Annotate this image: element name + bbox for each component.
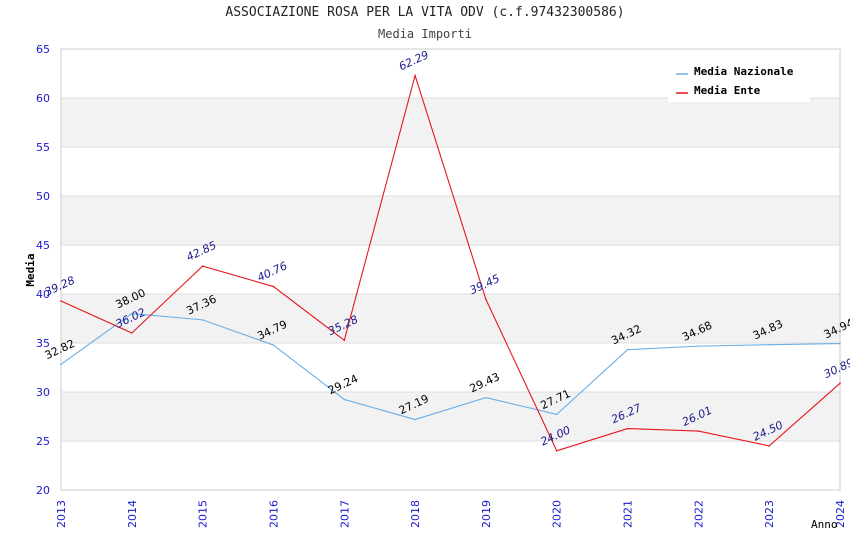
- y-tick-label: 50: [36, 190, 50, 203]
- data-point: [697, 345, 700, 347]
- data-point: [201, 319, 204, 321]
- data-point: [839, 342, 841, 345]
- data-point: [485, 298, 487, 301]
- grid-band: [61, 294, 840, 343]
- data-point: [626, 427, 629, 430]
- data-point: [839, 382, 841, 385]
- data-point: [60, 300, 62, 302]
- data-point: [485, 396, 487, 399]
- grid-band: [61, 392, 840, 441]
- series-line-media-ente: [60, 73, 841, 452]
- y-tick-label: 65: [36, 43, 50, 56]
- chart-title: ASSOCIAZIONE ROSA PER LA VITA ODV (c.f.9…: [225, 5, 625, 20]
- data-point: [60, 363, 62, 366]
- data-point: [343, 398, 346, 401]
- y-tick-label: 55: [36, 141, 50, 154]
- x-tick-label: 2018: [409, 500, 422, 528]
- data-point: [272, 344, 275, 346]
- data-point: [272, 285, 275, 288]
- x-tick-label: 2019: [480, 500, 493, 528]
- x-tick-label: 2013: [55, 500, 68, 528]
- data-point: [201, 265, 204, 267]
- data-label: 39.45: [468, 272, 502, 297]
- y-tick-label: 30: [36, 386, 50, 399]
- data-point: [697, 430, 700, 432]
- data-point: [414, 418, 416, 421]
- x-tick-label: 2024: [834, 500, 847, 528]
- chart-subtitle: Media Importi: [378, 27, 472, 41]
- data-label: 62.29: [397, 48, 431, 73]
- data-point: [626, 348, 629, 351]
- data-label: 30.89: [822, 356, 850, 381]
- y-tick-label: 35: [36, 337, 50, 350]
- data-point: [555, 413, 558, 416]
- data-label: 40.76: [255, 259, 289, 284]
- data-point: [768, 445, 770, 447]
- y-tick-label: 40: [36, 288, 50, 301]
- legend-label: Media Ente: [694, 84, 761, 97]
- legend-label: Media Nazionale: [694, 65, 794, 78]
- x-axis-title: Anno: [811, 518, 838, 531]
- x-tick-label: 2020: [551, 500, 564, 528]
- x-tick-label: 2022: [692, 500, 705, 528]
- plot-frame: [60, 48, 841, 491]
- y-tick-label: 45: [36, 239, 50, 252]
- x-tick-label: 2017: [338, 500, 351, 528]
- x-tick-label: 2021: [622, 500, 635, 528]
- x-tick-label: 2023: [763, 500, 776, 528]
- data-point: [131, 332, 133, 334]
- x-tick-label: 2014: [126, 500, 139, 528]
- data-point: [414, 74, 416, 77]
- x-tick-label: 2016: [267, 500, 280, 528]
- y-axis-title: Media: [24, 253, 37, 286]
- data-point: [343, 339, 346, 342]
- legend-box: [668, 58, 810, 102]
- data-point: [768, 343, 770, 346]
- data-point: [555, 450, 558, 452]
- grid-band: [61, 98, 840, 147]
- data-point: [131, 312, 133, 315]
- y-tick-label: 20: [36, 484, 50, 497]
- grid-band: [61, 196, 840, 245]
- x-tick-label: 2015: [197, 500, 210, 528]
- y-tick-label: 60: [36, 92, 50, 105]
- y-tick-label: 25: [36, 435, 50, 448]
- series-line-media-nazionale: [60, 313, 841, 421]
